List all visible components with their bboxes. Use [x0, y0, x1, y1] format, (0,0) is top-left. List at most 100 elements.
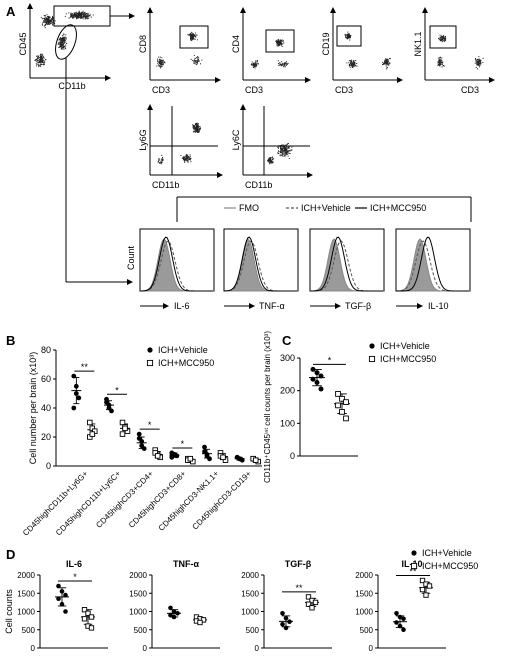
d-y-tick-label: 2000 — [355, 571, 373, 580]
d-vehicle-point — [280, 611, 285, 616]
flow-event — [63, 45, 64, 47]
flow-event — [35, 60, 37, 62]
b-vehicle-point — [136, 436, 142, 441]
legend-vehicle-label: ICH+Vehicle — [158, 345, 208, 355]
flow-event — [384, 59, 386, 61]
d-subplot: IL-100500100015002000** — [355, 559, 446, 653]
flow-event — [281, 149, 283, 151]
flow-event — [51, 22, 53, 24]
d-vehicle-point — [63, 609, 68, 614]
flow-event — [349, 35, 351, 37]
flow-event — [63, 48, 65, 50]
flow-event — [482, 57, 484, 59]
flow-event — [281, 61, 283, 63]
flow-event — [440, 56, 441, 58]
flow-event — [161, 59, 163, 61]
d-y-tick-label: 2000 — [17, 571, 35, 580]
flow-event — [162, 160, 164, 161]
d-vehicle-point — [171, 614, 177, 620]
flow-event — [388, 64, 390, 66]
flow-event — [276, 42, 277, 44]
flow-event — [254, 65, 256, 67]
flow-event — [42, 54, 44, 56]
flow-event — [76, 14, 78, 16]
d-y-tick-label: 500 — [360, 626, 374, 635]
flow-event — [281, 151, 283, 153]
flow-event — [61, 38, 63, 40]
flow-event — [351, 62, 353, 64]
flow-event — [68, 12, 70, 14]
gating-xlabel: CD11b — [58, 81, 85, 91]
panel-c-chart: 0 100 200 300 CD11b⁺CD45ⁱⁿᵗ cell counts per … — [263, 331, 436, 483]
d-mcc950-point — [312, 599, 319, 606]
d-subplot: TGF-β 0 500 1000 1500 2000 ** — [241, 559, 332, 653]
flow-event — [184, 160, 185, 162]
ly6c-cd11b-events — [267, 143, 293, 165]
flow-event — [439, 38, 441, 40]
flow-event — [59, 43, 61, 45]
flow-event — [440, 61, 442, 63]
flow-event — [192, 126, 194, 128]
flow-event — [387, 58, 389, 60]
flow-event — [40, 59, 42, 61]
flow-event — [81, 14, 83, 16]
flow-event — [74, 13, 76, 15]
flow-event — [286, 143, 288, 145]
flow-event — [185, 157, 187, 159]
flow-event — [439, 39, 441, 41]
flow-event — [291, 149, 293, 151]
legend-mcc950-marker — [410, 562, 418, 570]
flow-event — [441, 39, 443, 41]
flow-event — [278, 42, 280, 44]
flow-event — [183, 159, 184, 161]
flow-event — [161, 160, 163, 162]
legend-ich-mcc950: ICH+MCC950 — [370, 203, 426, 213]
flow-event — [158, 159, 160, 161]
flow-event — [79, 17, 81, 19]
flow-event — [52, 15, 53, 17]
flow-event — [61, 35, 63, 37]
flow-event — [281, 44, 283, 46]
c-y-tick-label: 0 — [290, 451, 295, 461]
flow-event — [355, 65, 357, 67]
flow-event — [63, 41, 65, 43]
flow-event — [443, 37, 445, 38]
flow-event — [193, 127, 195, 129]
flow-event — [188, 33, 190, 35]
flow-event — [44, 24, 46, 26]
b-vehicle-point — [139, 443, 145, 449]
flow-event — [272, 161, 274, 163]
flow-event — [52, 22, 54, 24]
d-vehicle-point — [283, 625, 289, 631]
d-subplot-title: TNF-α — [173, 559, 199, 569]
flow-event — [64, 40, 66, 41]
flow-event — [187, 160, 189, 162]
flow-event — [37, 62, 39, 64]
flow-event — [286, 146, 288, 148]
b-vehicle-point — [71, 373, 77, 379]
flow-event — [477, 58, 479, 60]
flow-event — [287, 155, 289, 157]
flow-event — [46, 18, 48, 20]
d-vehicle-point — [394, 620, 399, 625]
flow-event — [160, 161, 162, 163]
d-y-tick-label: 2000 — [241, 571, 259, 580]
flow-event — [46, 21, 48, 23]
flow-event — [350, 64, 352, 66]
flow-event — [160, 64, 162, 65]
flow-event — [190, 35, 192, 37]
flow-event — [282, 43, 284, 45]
flow-event — [182, 156, 184, 158]
flow-event — [76, 15, 78, 17]
flow-event — [42, 59, 44, 61]
flow-event — [286, 61, 287, 63]
flow-event — [283, 147, 285, 149]
flow-event — [189, 159, 191, 161]
flow-event — [92, 14, 94, 16]
flow-event — [190, 58, 192, 60]
flow-event — [382, 63, 384, 65]
flow-event — [196, 124, 198, 126]
flow-event — [280, 151, 281, 153]
d-mcc950-point — [197, 619, 203, 626]
il10-histogram: IL-10 — [395, 228, 471, 311]
